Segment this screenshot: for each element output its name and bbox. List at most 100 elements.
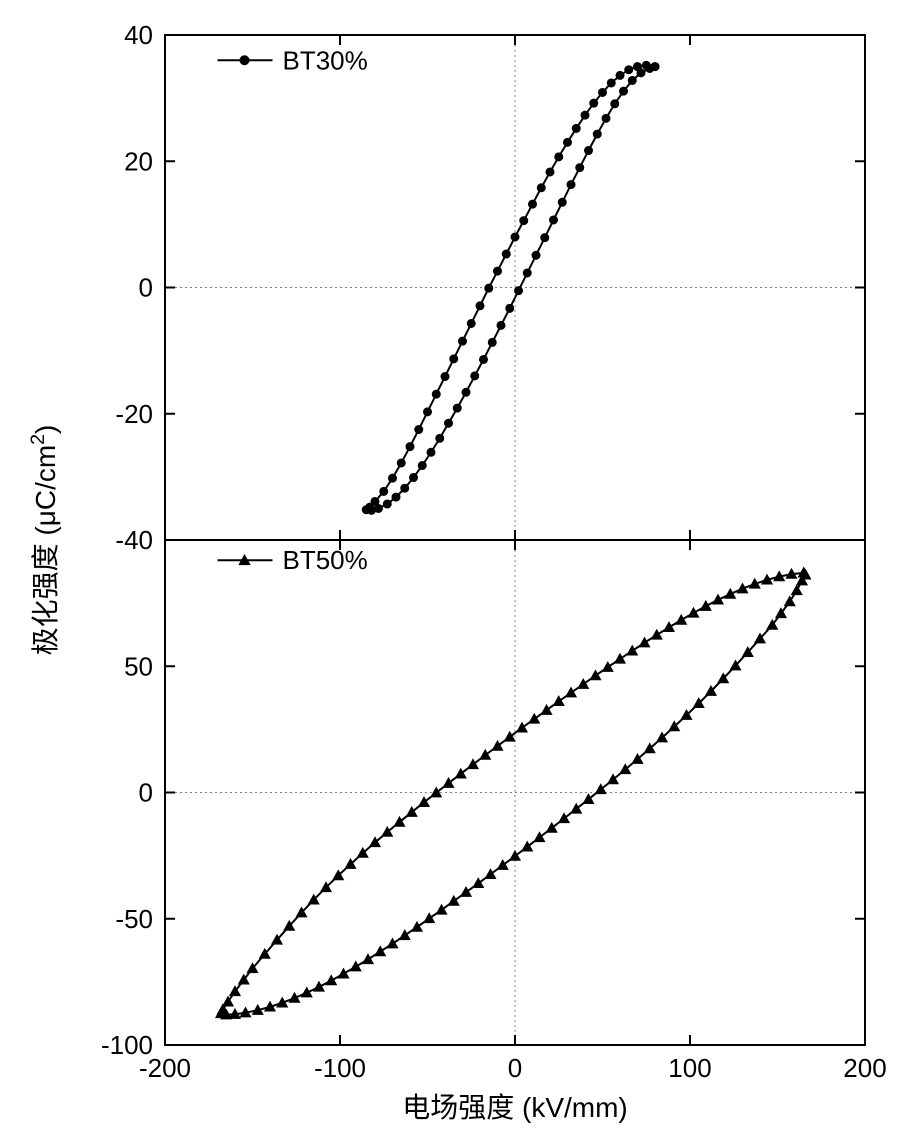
legend-label: BT30% [283, 45, 368, 75]
marker-circle [497, 321, 505, 329]
marker-triangle [713, 595, 723, 604]
marker-circle [406, 443, 414, 451]
marker-circle [502, 250, 510, 258]
bottom-panel: -100-50050-200-1000100200BT50% [101, 540, 887, 1083]
marker-circle [383, 500, 391, 508]
marker-triangle [314, 982, 324, 991]
marker-circle [476, 302, 484, 310]
marker-triangle [590, 670, 600, 679]
marker-circle [541, 234, 549, 242]
marker-circle [488, 338, 496, 346]
marker-circle [593, 130, 601, 138]
ytick-label: -40 [115, 525, 153, 555]
marker-triangle [664, 622, 674, 631]
marker-circle [555, 153, 563, 161]
legend-marker [240, 55, 250, 65]
marker-triangle [363, 954, 373, 963]
xtick-label: 0 [508, 1053, 522, 1083]
marker-triangle [412, 922, 422, 931]
marker-circle [418, 462, 426, 470]
marker-circle [424, 408, 432, 416]
marker-triangle [302, 988, 312, 997]
marker-triangle [387, 939, 397, 948]
ytick-label: 40 [124, 20, 153, 50]
marker-triangle [615, 654, 625, 663]
marker-circle [585, 147, 593, 155]
marker-circle [546, 168, 554, 176]
marker-triangle [652, 630, 662, 639]
top-panel: -40 -20 0 20 40 BT30% [115, 20, 865, 555]
marker-circle [432, 390, 440, 398]
y-axis-label: 极化强度 (μC/cm2) [27, 425, 61, 656]
x-axis-label: 电场强度 (kV/mm) [402, 1092, 628, 1123]
marker-triangle [785, 596, 795, 605]
marker-triangle [603, 662, 613, 671]
marker-triangle [424, 913, 434, 922]
marker-triangle [566, 688, 576, 697]
marker-triangle [554, 696, 564, 705]
marker-circle [532, 251, 540, 259]
marker-triangle [792, 585, 802, 594]
marker-circle [581, 111, 589, 119]
marker-triangle [639, 638, 649, 647]
marker-circle [401, 484, 409, 492]
marker-circle [485, 284, 493, 292]
marker-circle [467, 319, 475, 327]
marker-triangle [701, 601, 711, 610]
marker-triangle [400, 930, 410, 939]
marker-circle [590, 99, 598, 107]
marker-circle [572, 124, 580, 132]
marker-circle [520, 217, 528, 225]
marker-circle [651, 63, 659, 71]
marker-circle [471, 372, 479, 380]
marker-circle [462, 388, 470, 396]
marker-triangle [627, 646, 637, 655]
marker-circle [415, 426, 423, 434]
marker-circle [637, 69, 645, 77]
ytick-label: -20 [115, 399, 153, 429]
marker-circle [529, 200, 537, 208]
marker-circle [602, 114, 610, 122]
chart-svg: -40-2002040BT30%-100-50050-200-100010020… [0, 0, 898, 1139]
marker-circle [616, 71, 624, 79]
marker-triangle [375, 946, 385, 955]
marker-circle [410, 474, 418, 482]
marker-circle [375, 504, 383, 512]
legend-label: BT50% [283, 545, 368, 575]
marker-circle [576, 164, 584, 172]
marker-circle [625, 66, 633, 74]
xtick-label: 200 [843, 1053, 886, 1083]
marker-circle [628, 76, 636, 84]
ytick-label: -50 [115, 904, 153, 934]
marker-circle [515, 287, 523, 295]
marker-circle [392, 493, 400, 501]
marker-circle [380, 487, 388, 495]
ytick-label: 0 [139, 778, 153, 808]
marker-triangle [338, 969, 348, 978]
ytick-label: 0 [139, 273, 153, 303]
marker-triangle [578, 679, 588, 688]
marker-circle [445, 419, 453, 427]
figure-container: -40-2002040BT30%-100-50050-200-100010020… [0, 0, 898, 1139]
marker-circle [607, 79, 615, 87]
marker-triangle [351, 962, 361, 971]
marker-circle [523, 269, 531, 277]
marker-triangle [326, 975, 336, 984]
series-line [221, 573, 806, 1015]
marker-circle [506, 304, 514, 312]
marker-triangle [688, 608, 698, 617]
xtick-label: -200 [139, 1053, 191, 1083]
marker-circle [558, 198, 566, 206]
ytick-label: 20 [124, 146, 153, 176]
xtick-label: 100 [668, 1053, 711, 1083]
marker-circle [480, 355, 488, 363]
marker-circle [567, 181, 575, 189]
marker-circle [441, 373, 449, 381]
marker-circle [599, 88, 607, 96]
marker-circle [453, 404, 461, 412]
marker-circle [620, 87, 628, 95]
marker-triangle [676, 615, 686, 624]
marker-circle [436, 434, 444, 442]
marker-circle [397, 459, 405, 467]
marker-circle [427, 448, 435, 456]
